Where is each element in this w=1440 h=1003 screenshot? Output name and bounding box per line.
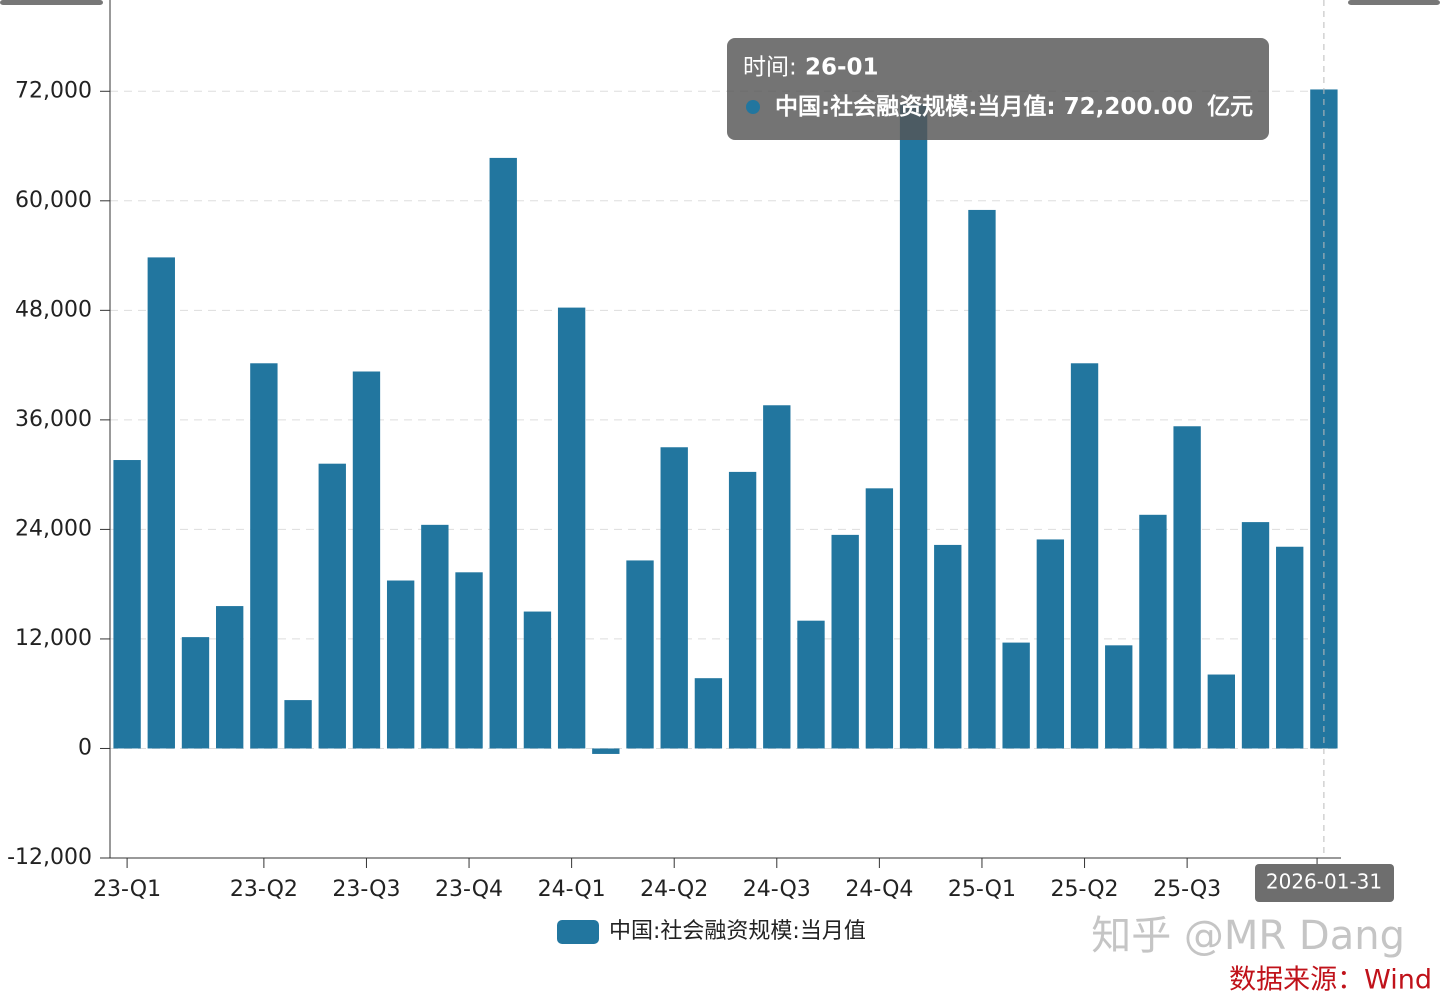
bar (352, 371, 381, 749)
y-tick-label: 36,000 (15, 407, 92, 432)
tooltip-value: 中国:社会融资规模:当月值: 72,200.00 亿元 (775, 93, 1253, 120)
x-tick-label: 24-Q1 (538, 877, 606, 902)
x-tick-label: 25-Q2 (1051, 877, 1119, 902)
y-tick-label: 24,000 (15, 516, 92, 541)
x-tick-label: 24-Q3 (743, 877, 811, 902)
bar (968, 209, 996, 749)
bar (523, 611, 552, 749)
bar (899, 104, 928, 749)
bar (1173, 426, 1201, 749)
bar (489, 157, 517, 749)
bar (386, 580, 415, 749)
bar (1070, 363, 1099, 749)
x-tick-label: 25-Q1 (948, 877, 1016, 902)
bar (1241, 522, 1270, 749)
x-tick-label: 25-Q3 (1153, 877, 1221, 902)
bar (113, 460, 141, 749)
x-tick-label: 24-Q4 (845, 877, 913, 902)
tooltip-number: 72,200.00 (1064, 94, 1194, 120)
tooltip-dot (746, 100, 760, 114)
y-tick-label: 72,000 (15, 78, 92, 103)
bar (455, 572, 483, 749)
corner-shape (0, 0, 103, 5)
y-tick-label: 0 (78, 735, 92, 760)
source: 数据来源：Wind (1229, 965, 1432, 996)
corner-shape (1348, 0, 1440, 5)
y-tick-label: 12,000 (15, 626, 92, 651)
bar (1105, 645, 1133, 749)
bar (181, 637, 210, 749)
bar (728, 471, 757, 749)
bar (250, 363, 278, 749)
x-tick-label: 23-Q2 (230, 877, 298, 902)
x-tick-label: 23-Q1 (93, 877, 161, 902)
bar (1139, 514, 1167, 749)
legend-swatch (557, 920, 599, 944)
bar (318, 463, 346, 749)
bar (557, 307, 586, 749)
legend-label: 中国:社会融资规模:当月值 (609, 919, 866, 944)
bar (694, 678, 723, 749)
tooltip (727, 38, 1269, 140)
tooltip-sep: : (1046, 94, 1063, 120)
bar (147, 257, 175, 749)
tooltip-time: 26-01 (805, 55, 879, 81)
bar (1002, 642, 1030, 749)
axis-pointer-label: 2026-01-31 (1266, 870, 1382, 894)
axis-pointer-box (1255, 864, 1394, 902)
tooltip-time-label: 时间: (743, 55, 797, 81)
y-tick-label: 60,000 (15, 188, 92, 213)
bar (1036, 539, 1065, 749)
tooltip-unit: 亿元 (1207, 94, 1253, 120)
bar (1207, 674, 1235, 749)
x-tick-label: 24-Q2 (640, 877, 708, 902)
bar (763, 405, 791, 749)
y-tick-label: -12,000 (7, 845, 92, 870)
bar (626, 560, 654, 749)
bar (797, 620, 825, 749)
bar (284, 700, 312, 749)
bar (934, 544, 962, 749)
bar (1276, 546, 1304, 749)
x-tick-label: 23-Q4 (435, 877, 503, 902)
x-tick-label: 23-Q3 (332, 877, 400, 902)
bar (421, 524, 449, 749)
bar (216, 606, 244, 749)
watermark: 知乎 @MR Dang (1091, 913, 1405, 959)
bar (831, 534, 859, 749)
bar (592, 748, 620, 754)
bar (865, 488, 894, 749)
tooltip-series: 中国:社会融资规模:当月值 (775, 93, 1046, 120)
bar (660, 447, 688, 749)
y-tick-label: 48,000 (15, 297, 92, 322)
